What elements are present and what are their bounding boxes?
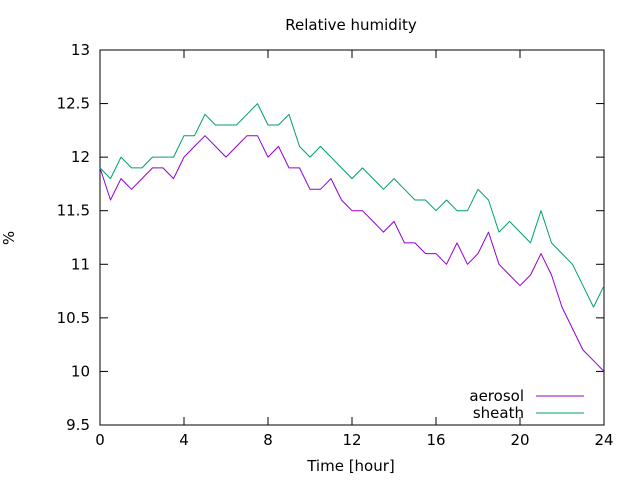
y-tick-label: 11.5: [57, 202, 90, 220]
y-tick-label: 12.5: [57, 95, 90, 113]
series-line-sheath: [99, 103, 605, 308]
plot-frame: [99, 49, 605, 426]
x-tick-label: 24: [594, 431, 613, 449]
legend-label-aerosol: aerosol: [469, 387, 524, 405]
series-line-aerosol: [99, 135, 605, 372]
legend-label-sheath: sheath: [473, 404, 524, 422]
x-tick-label: 16: [426, 431, 445, 449]
y-tick-label: 11: [71, 255, 90, 273]
x-tick-label: 8: [263, 431, 273, 449]
x-tick-label: 12: [342, 431, 361, 449]
y-tick-label: 13: [71, 41, 90, 59]
x-tick-label: 0: [95, 431, 105, 449]
y-tick-label: 10: [71, 362, 90, 380]
chart-title: Relative humidity: [285, 16, 417, 34]
x-tick-label: 20: [510, 431, 529, 449]
series-layer: [99, 103, 605, 372]
y-tick-label: 12: [71, 148, 90, 166]
y-axis-label: %: [0, 231, 18, 245]
y-tick-label: 9.5: [66, 416, 90, 434]
x-axis-label: Time [hour]: [306, 457, 395, 475]
x-tick-label: 4: [179, 431, 189, 449]
ticks: 0 4 8 12 16 20 24 9.5 10 10.5 11 11.5 12 12.5 13: [57, 41, 614, 449]
y-tick-label: 10.5: [57, 309, 90, 327]
